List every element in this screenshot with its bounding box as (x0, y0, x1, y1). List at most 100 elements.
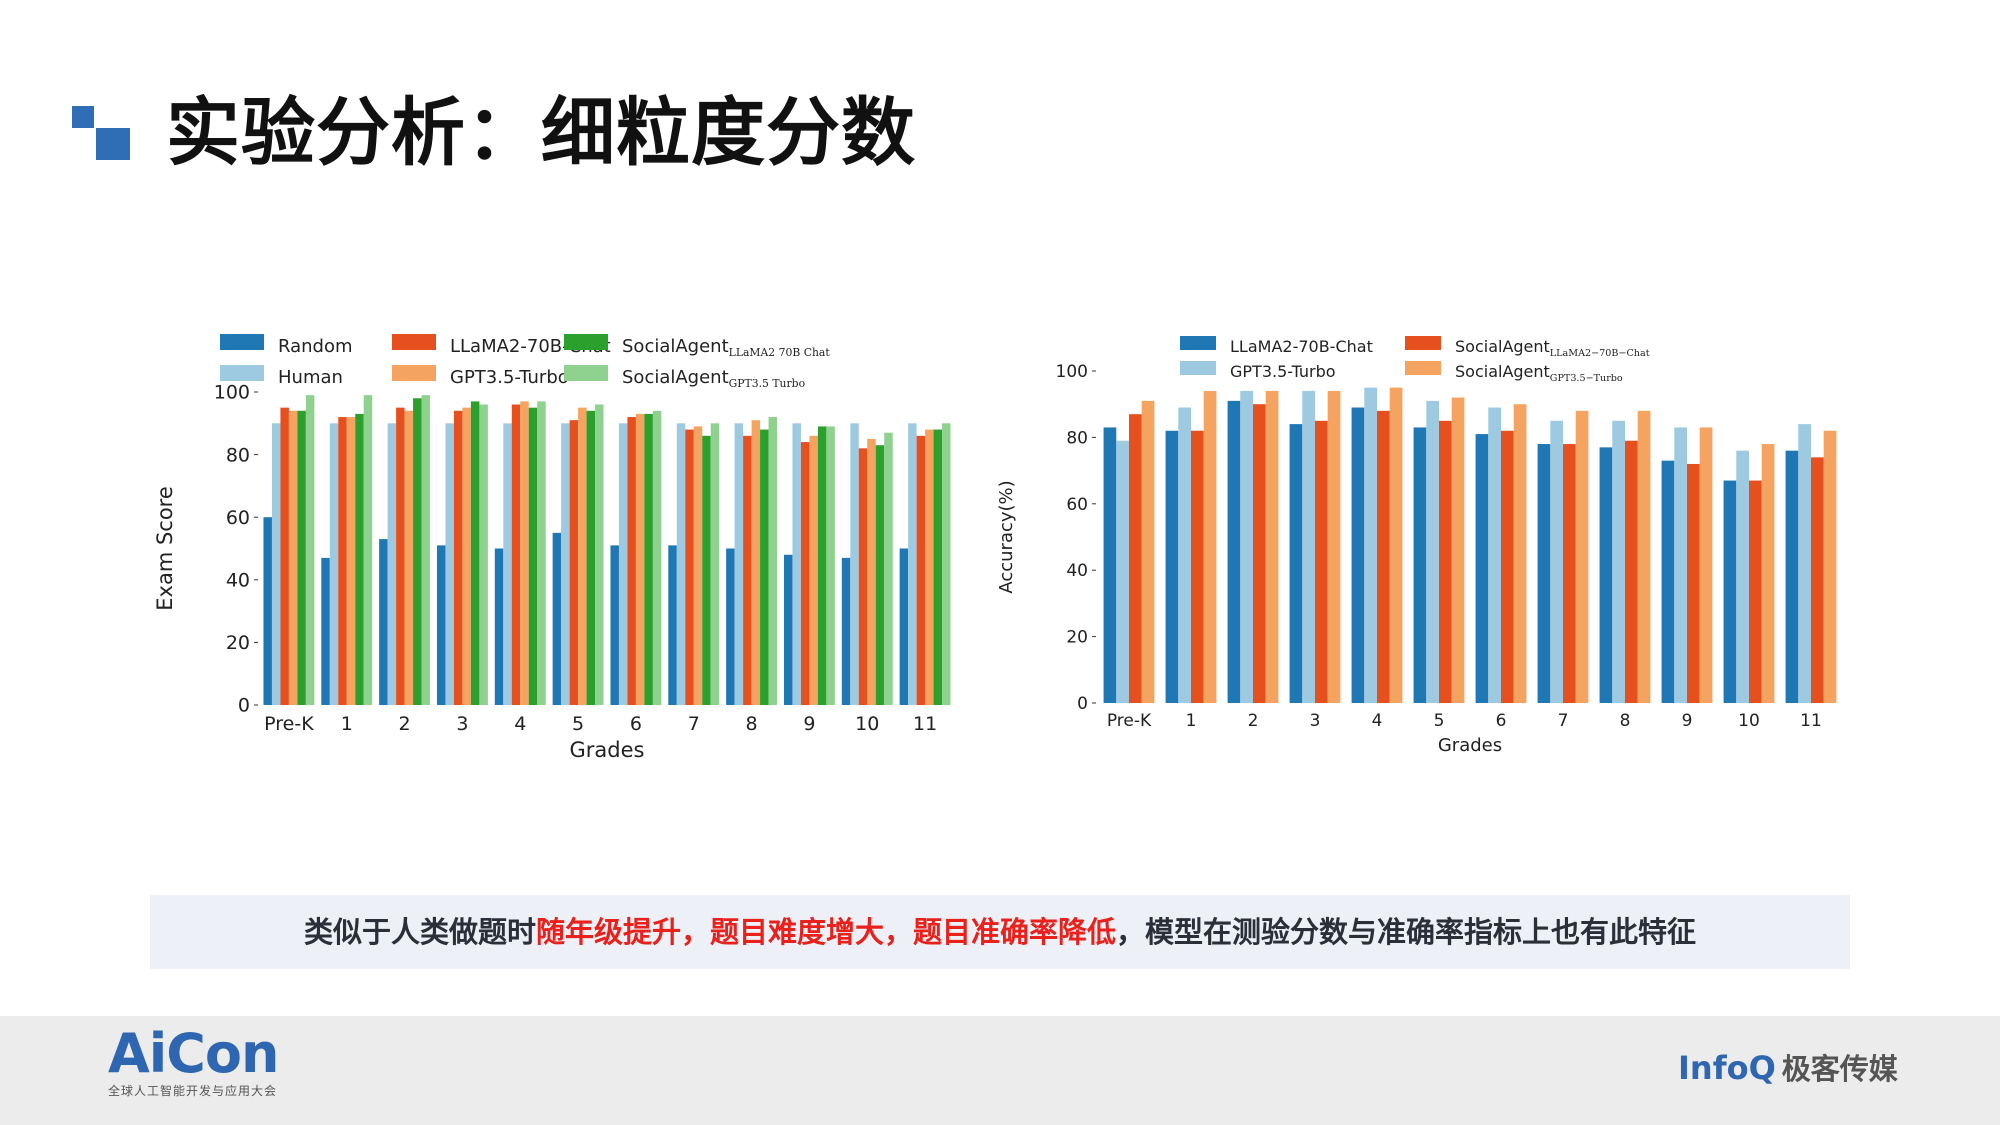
bar (329, 423, 339, 705)
bar (1637, 410, 1651, 703)
x-axis-label: Grades (1438, 735, 1502, 756)
bar (743, 435, 752, 705)
bar (1599, 447, 1613, 703)
bar (494, 548, 504, 705)
bar (618, 423, 628, 705)
title-square-large (96, 128, 130, 160)
bar (942, 423, 951, 705)
y-tick-label: 60 (226, 507, 250, 529)
bar (850, 423, 859, 705)
bar (387, 423, 397, 705)
bar (610, 545, 619, 705)
bar (1364, 387, 1377, 703)
bar (537, 401, 546, 705)
bar (1823, 430, 1837, 703)
bar (1289, 424, 1303, 703)
conclusion-box: 类似于人类做题时随年级提升，题目难度增大，题目准确率降低，模型在测验分数与准确率… (150, 895, 1850, 969)
x-tick-label: 9 (803, 713, 815, 735)
x-tick-label: 8 (746, 713, 758, 735)
legend-swatch (1405, 361, 1441, 375)
y-tick-label: 0 (1077, 694, 1088, 714)
conclusion-highlight: 随年级提升，题目难度增大，题目准确率降低 (535, 915, 1116, 949)
bar (1451, 397, 1465, 703)
x-tick-label: 1 (341, 713, 353, 735)
bar (346, 417, 356, 705)
legend-label: Random (278, 336, 353, 357)
bar (445, 423, 454, 705)
legend-swatch (220, 334, 264, 350)
bar (1475, 434, 1489, 703)
bar (453, 410, 463, 705)
bar (644, 413, 653, 705)
bar (462, 407, 471, 705)
x-tick-label: 9 (1682, 711, 1693, 731)
y-axis-label: Accuracy(%) (996, 480, 1017, 593)
bar (1488, 407, 1501, 703)
bar (899, 548, 909, 705)
bar (1165, 430, 1179, 703)
bar (1265, 390, 1279, 703)
x-tick-label: 6 (630, 713, 642, 735)
bar (1785, 450, 1799, 703)
legend-swatch (1180, 336, 1216, 350)
bar (858, 448, 868, 705)
x-tick-label: 3 (456, 713, 468, 735)
bar (875, 445, 885, 705)
legend-swatch (1405, 336, 1441, 350)
bar (404, 410, 414, 705)
bar (1612, 420, 1625, 703)
bar (1302, 390, 1315, 703)
bar (652, 410, 662, 705)
infoq-logo: InfoQ 极客传媒 (1678, 1046, 1898, 1088)
bar (800, 442, 810, 705)
bar (379, 539, 388, 705)
bar (751, 420, 761, 705)
infoq-cn-text: 极客传媒 (1781, 1052, 1898, 1086)
legend-swatch (392, 334, 436, 350)
y-tick-label: 100 (214, 382, 250, 404)
bar (1674, 427, 1687, 703)
legend-swatch (564, 334, 608, 350)
bar (908, 423, 917, 705)
bar (305, 395, 315, 705)
bar (569, 420, 579, 705)
legend-label: Human (278, 367, 343, 388)
y-tick-label: 80 (226, 444, 250, 466)
footer: AiCon 全球人工智能开发与应用大会 InfoQ 极客传媒 (0, 1016, 2000, 1125)
bar (363, 395, 373, 705)
bar (396, 407, 405, 705)
x-tick-label: 10 (855, 713, 879, 735)
bar (280, 407, 289, 705)
title-square-small (72, 106, 94, 128)
legend-label: SocialAgentGPT3.5 Turbo (622, 367, 805, 390)
bar (1723, 480, 1737, 703)
bar (1513, 404, 1527, 703)
bar (1537, 444, 1551, 703)
bar (271, 423, 281, 705)
aicon-logo-text: AiCon (108, 1022, 279, 1085)
bar (1351, 407, 1365, 703)
bar (685, 429, 694, 705)
bar (586, 410, 596, 705)
bar (1315, 420, 1328, 703)
bar (413, 398, 422, 705)
bar (1736, 450, 1749, 703)
bar (1687, 463, 1700, 703)
x-tick-label: 6 (1496, 711, 1507, 731)
bar (768, 417, 778, 705)
bar (1240, 390, 1253, 703)
bar (578, 407, 587, 705)
bar (1575, 410, 1589, 703)
x-tick-label: 7 (688, 713, 700, 735)
x-tick-label: 2 (1248, 711, 1259, 731)
exam-score-chart: 0 20 40 60 80 100 Pre-K 1 2 3 4 5 6 7 8 9 10 11 Grades Exam… (153, 334, 951, 762)
bar (826, 426, 835, 705)
bar (693, 426, 703, 705)
legend-swatch (564, 365, 608, 381)
conclusion-text: 类似于人类做题时随年级提升，题目难度增大，题目准确率降低，模型在测验分数与准确率… (150, 895, 1850, 969)
bar (552, 532, 562, 705)
bar (1426, 400, 1439, 703)
y-axis-label: Exam Score (153, 486, 177, 611)
legend-swatch (220, 365, 264, 381)
bar (520, 401, 529, 705)
